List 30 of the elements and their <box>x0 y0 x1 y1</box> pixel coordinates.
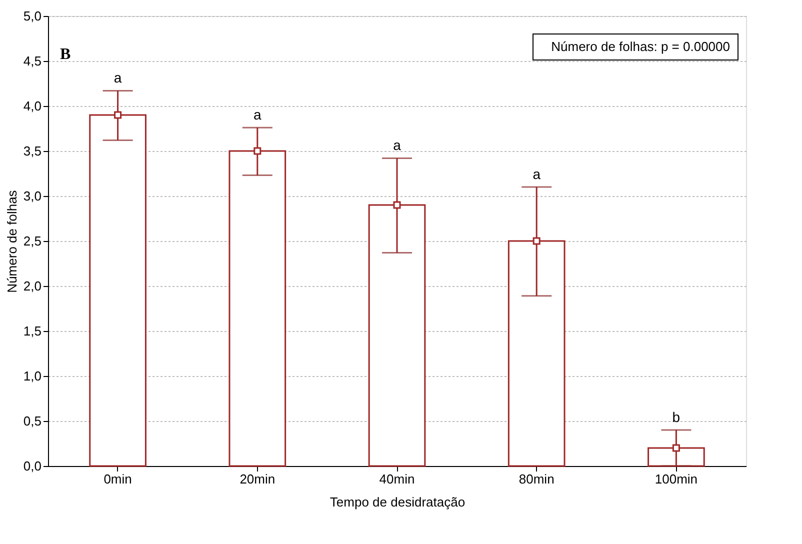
y-tick-label: 3,0 <box>23 188 42 204</box>
annotation: b <box>672 409 680 425</box>
y-tick-label: 1,0 <box>23 368 42 384</box>
x-tick-label: 0min <box>104 472 132 486</box>
x-axis-title: Tempo de desidratação <box>330 494 466 510</box>
point <box>254 147 262 155</box>
y-tick-label: 4,0 <box>23 98 42 114</box>
x-tick-label: 80min <box>518 472 554 486</box>
point <box>672 444 680 452</box>
point <box>393 201 401 209</box>
y-tick-label: 2,5 <box>23 234 42 248</box>
y-tick-label: 2,0 <box>23 278 42 294</box>
x-tick-label: 20min <box>240 472 276 486</box>
annotation: a <box>254 106 262 123</box>
y-tick-label: 1,5 <box>23 324 42 338</box>
point <box>532 237 540 245</box>
annotation: a <box>114 70 122 86</box>
y-tick-label: 0,5 <box>23 414 42 428</box>
x-tick-label: 40min <box>379 472 415 486</box>
point <box>114 111 122 119</box>
annotation: a <box>393 137 402 154</box>
y-tick-label: 5,0 <box>23 8 42 24</box>
y-tick-label: 4,5 <box>23 54 42 68</box>
y-tick-label: 0,0 <box>23 458 42 474</box>
annotation: a <box>532 166 541 182</box>
x-tick-label: 100min <box>654 472 698 486</box>
annotation: B <box>60 46 71 63</box>
y-tick-label: 3,5 <box>23 144 42 158</box>
y-axis-title: Número de folhas <box>4 190 20 293</box>
annotation: Número de folhas: p = 0.00000 <box>551 39 730 54</box>
